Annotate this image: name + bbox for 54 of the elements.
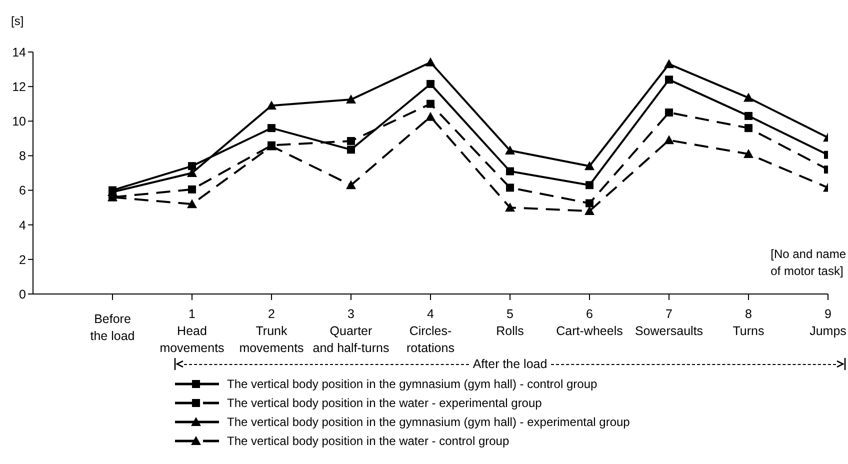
x-tick-label: 8 Turns [732,307,764,338]
point [426,57,436,66]
x-tick-label: 5 Rolls [496,307,524,338]
x-tick-label: 3 Quarter and half-turns [312,307,390,355]
legend-label: The vertical body position in the water - experimental group [227,396,542,410]
legend-label: The vertical body position in the gymnasium (gym hall) - experimental group [227,414,630,428]
y-tick-label: 4 [19,218,26,232]
point [505,146,515,155]
x-axis-title: [No and name of motor task] [770,246,846,280]
point [505,202,515,212]
point [426,80,434,88]
x-tick-label: 4 Circles- rotations [406,307,454,355]
point [506,167,514,176]
point [665,108,673,116]
point [664,135,674,144]
point [187,199,197,208]
x-tick-label: 7 Sowersaults [634,307,704,338]
point [586,199,594,208]
point [584,206,594,216]
point [188,162,196,170]
point [268,124,276,132]
y-tick-label: 0 [19,287,26,302]
y-tick-label: 12 [12,80,26,94]
x-tick-label: 6 Cart-wheels [556,307,623,338]
legend-label: The vertical body position in the gymnasium (gym hall) - control group [227,376,598,390]
point [664,59,674,68]
x-tick-label: Before the load [90,312,135,343]
point [426,100,434,108]
point [744,112,752,120]
y-tick-label: 6 [19,184,26,198]
point [584,161,594,170]
point [347,137,355,146]
y-tick-label: 2 [19,252,26,267]
point [744,124,752,132]
y-tick-label: 8 [19,149,26,164]
point [506,184,514,192]
point [266,100,276,110]
point [346,94,356,104]
y-axis-title: [s] [11,14,24,28]
legend-label: The vertical body position in the water - control group [227,434,510,448]
point [586,181,594,190]
text: After the load [472,357,548,371]
point [744,92,754,102]
x-tick-label: 2 Trunk movements [239,307,304,355]
point [665,76,673,84]
y-tick-label: 10 [12,114,26,129]
point [188,185,196,194]
point [426,112,436,121]
x-tick-label: 9 Jumps [810,307,846,338]
point [347,146,355,154]
point [346,180,356,190]
x-tick-label: 1 Head movements [160,307,224,355]
y-tick-label: 14 [12,45,26,60]
point [744,148,754,158]
